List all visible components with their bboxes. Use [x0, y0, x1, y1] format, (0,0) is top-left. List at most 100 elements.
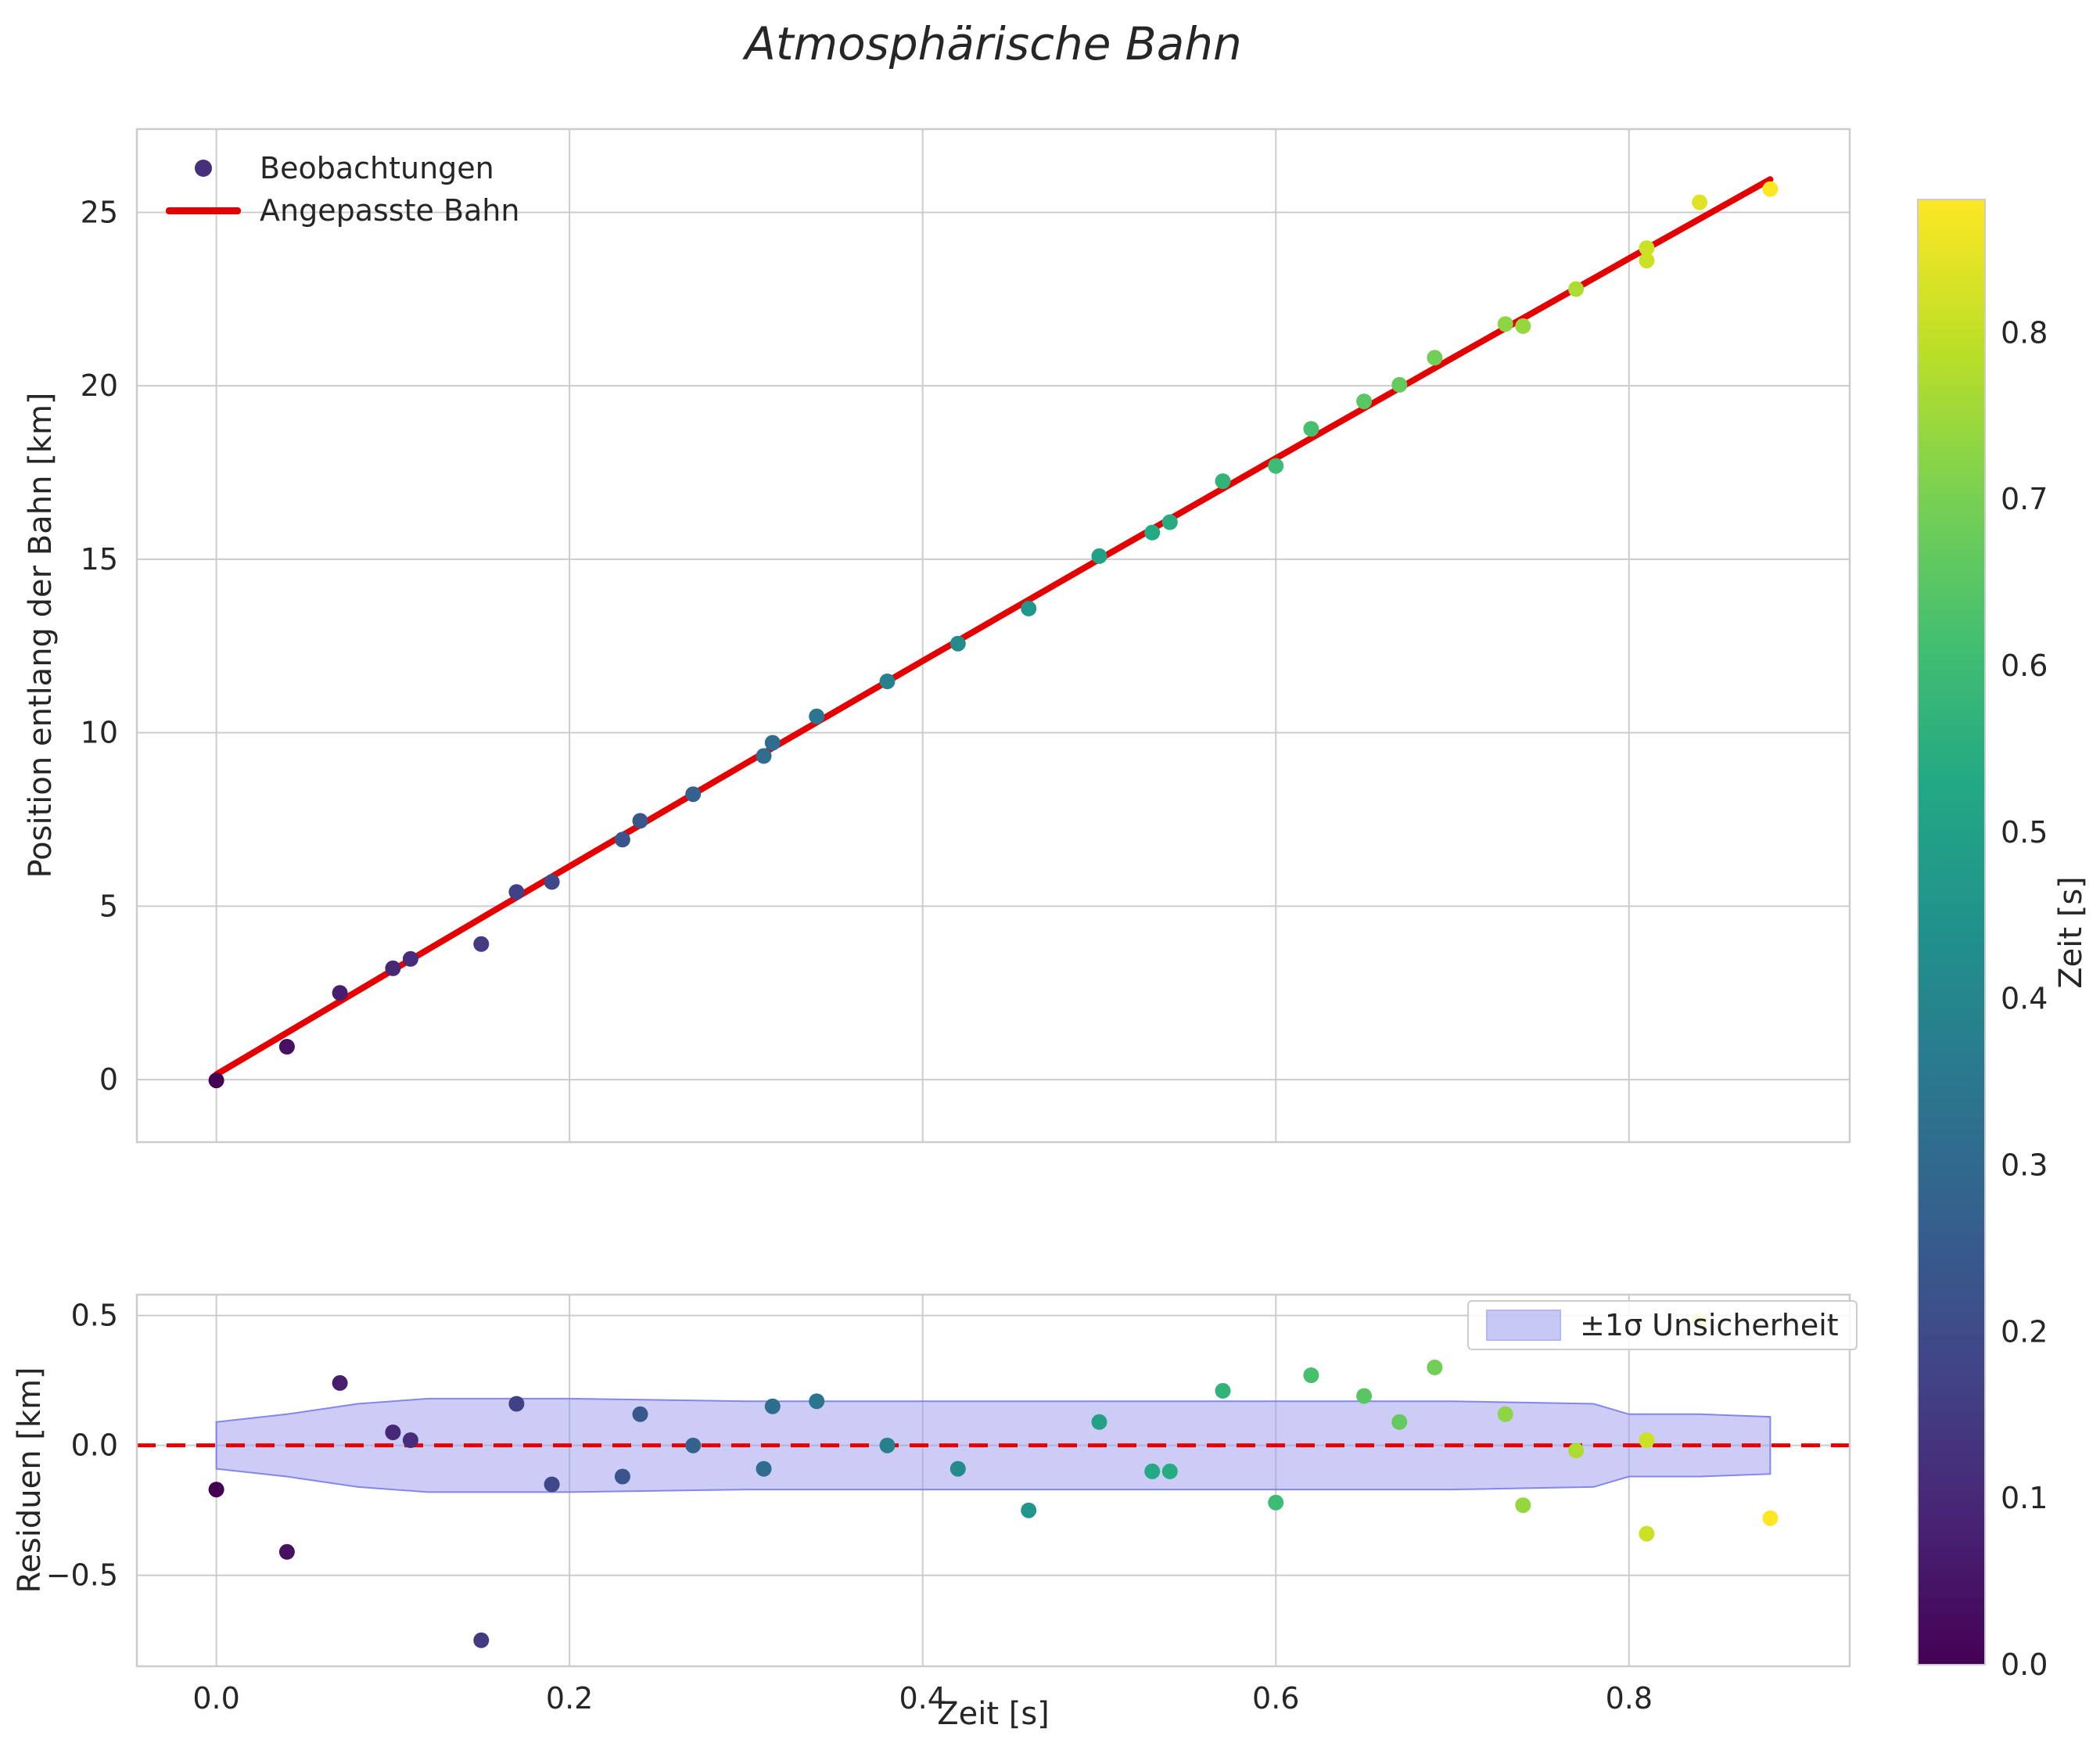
y-tick-label: 25: [81, 195, 118, 229]
y-tick-label: 15: [81, 542, 118, 577]
legend-label-fit: Angepasste Bahn: [260, 193, 520, 228]
observation-point: [1762, 181, 1779, 197]
observation-point: [1268, 458, 1284, 474]
legend-residuals: ±1σ Unsicherheit: [1467, 1300, 1858, 1350]
observation-point: [1091, 548, 1107, 564]
legend-label-band: ±1σ Unsicherheit: [1580, 1308, 1839, 1342]
residual-point: [1268, 1494, 1284, 1511]
line-marker-icon: [166, 207, 241, 214]
y-axis-label-position: Position entlang der Bahn [km]: [23, 392, 59, 878]
residual-point: [1161, 1463, 1178, 1479]
observation-point: [685, 786, 702, 803]
observation-point: [385, 960, 401, 976]
residual-point: [278, 1543, 295, 1560]
colorbar-tick-label: 0.3: [2001, 1148, 2048, 1182]
y-tick-label: 20: [81, 368, 118, 403]
observation-point: [1639, 240, 1655, 257]
residual-point: [402, 1432, 418, 1448]
x-axis-label: Zeit [s]: [937, 1696, 1050, 1732]
observation-point: [1356, 393, 1373, 410]
observation-point: [508, 884, 525, 900]
observation-point: [879, 674, 896, 689]
x-tick-label: 0.8: [1606, 1681, 1653, 1716]
observation-point: [473, 936, 490, 952]
residual-point: [1639, 1432, 1655, 1448]
colorbar-tick-label: 0.6: [2001, 649, 2048, 683]
residual-point: [1391, 1414, 1408, 1430]
residual-point: [385, 1425, 401, 1440]
residual-point: [809, 1393, 825, 1410]
observation-point: [1021, 600, 1037, 616]
residual-point: [1497, 1406, 1513, 1422]
fit-line: [213, 176, 1774, 1078]
observation-point: [1161, 514, 1178, 530]
observation-point: [278, 1039, 295, 1055]
residual-point: [1515, 1497, 1531, 1514]
residual-point: [1091, 1414, 1107, 1430]
colorbar-tick-label: 0.2: [2001, 1314, 2048, 1349]
colorbar-tick-label: 0.4: [2001, 982, 2048, 1016]
legend-label-observations: Beobachtungen: [260, 151, 494, 185]
x-tick-label: 0.4: [899, 1681, 946, 1716]
residual-point: [1356, 1388, 1373, 1404]
observation-point: [1303, 421, 1319, 437]
observation-point: [1215, 473, 1231, 490]
axes-spine: [135, 1293, 1851, 1668]
residual-point: [632, 1406, 648, 1422]
residual-point: [1021, 1502, 1037, 1518]
observation-point: [1497, 316, 1513, 332]
colorbar-tick-label: 0.1: [2001, 1481, 2048, 1515]
colorbar-label: Zeit [s]: [2053, 876, 2089, 989]
y-tick-label: −0.5: [46, 1558, 118, 1593]
residual-point: [1427, 1360, 1443, 1375]
colorbar-tick-label: 0.8: [2001, 315, 2048, 350]
observation-point: [764, 735, 781, 751]
observation-point: [1427, 350, 1443, 366]
residual-point: [208, 1482, 224, 1498]
observation-point: [1144, 524, 1161, 541]
observation-point: [632, 813, 648, 829]
residual-point: [1303, 1367, 1319, 1383]
observation-point: [332, 985, 348, 1001]
y-tick-label: 0.0: [71, 1428, 118, 1463]
residual-point: [1568, 1443, 1585, 1459]
residual-point: [685, 1437, 702, 1453]
legend-main: Beobachtungen Angepasste Bahn: [166, 147, 519, 232]
observation-point: [1391, 376, 1408, 393]
residual-point: [614, 1468, 630, 1485]
residual-point: [949, 1461, 966, 1477]
band-patch-icon: [1486, 1310, 1561, 1341]
y-tick-label: 0.5: [71, 1299, 118, 1333]
observation-point: [1568, 281, 1585, 297]
residual-point: [1215, 1382, 1231, 1399]
uncertainty-band: [215, 1397, 1772, 1493]
y-tick-label: 10: [81, 716, 118, 750]
observation-point: [1639, 253, 1655, 269]
observation-point: [756, 748, 772, 764]
residual-point: [473, 1632, 490, 1648]
y-tick-label: 0: [99, 1062, 118, 1097]
residual-point: [332, 1374, 348, 1391]
scatter-marker-icon: [195, 160, 212, 177]
x-tick-label: 0.6: [1252, 1681, 1299, 1716]
legend-entry-observations: Beobachtungen: [166, 147, 519, 189]
colorbar-tick-label: 0.7: [2001, 482, 2048, 516]
residual-point: [508, 1396, 525, 1412]
observation-point: [402, 950, 418, 967]
x-tick-label: 0.2: [546, 1681, 593, 1716]
observation-point: [1692, 194, 1708, 210]
observation-point: [544, 874, 560, 890]
residual-point: [1762, 1510, 1779, 1526]
chart-title: Atmosphärische Bahn: [745, 17, 1242, 70]
colorbar-tick-label: 0.0: [2001, 1647, 2048, 1682]
residual-point: [879, 1437, 896, 1453]
y-tick-label: 5: [99, 889, 118, 923]
residual-point: [764, 1398, 781, 1414]
observation-point: [949, 635, 966, 652]
colorbar-tick-label: 0.5: [2001, 815, 2048, 850]
residual-point: [756, 1461, 772, 1477]
residual-point: [544, 1476, 560, 1493]
axes-spine: [135, 128, 1851, 1144]
